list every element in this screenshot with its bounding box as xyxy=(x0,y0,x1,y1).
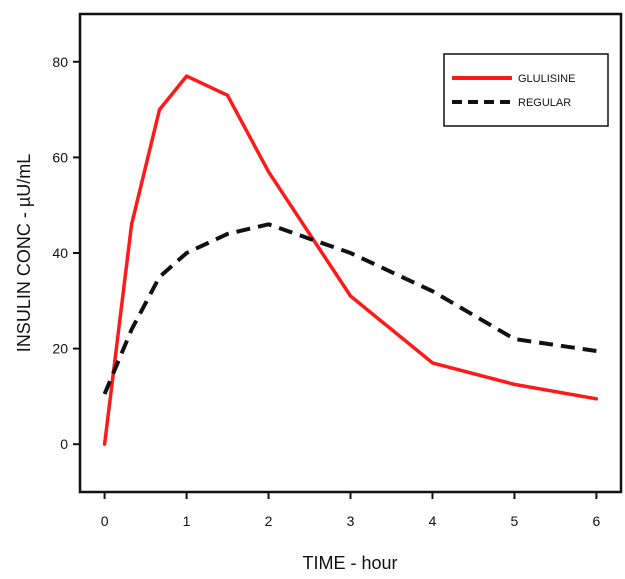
series-line-glulisine xyxy=(102,74,599,446)
legend-label-regular: REGULAR xyxy=(518,97,571,109)
y-tick-label: 20 xyxy=(52,341,68,357)
x-tick-label: 1 xyxy=(183,513,191,529)
x-axis-title: TIME - hour xyxy=(302,553,397,573)
x-tick-label: 4 xyxy=(429,513,437,529)
y-axis-title: INSULIN CONC - µU/mL xyxy=(14,154,34,352)
y-tick-label: 40 xyxy=(52,245,68,261)
series-line-regular xyxy=(102,222,597,395)
y-axis: 0 20 40 60 80 xyxy=(52,54,80,452)
x-tick-label: 3 xyxy=(347,513,355,529)
x-tick-label: 5 xyxy=(511,513,519,529)
x-tick-label: 0 xyxy=(101,513,109,529)
legend-box xyxy=(443,53,609,127)
y-tick-label: 80 xyxy=(52,54,68,70)
y-tick-label: 60 xyxy=(52,149,68,165)
legend-label-glulisine: GLULISINE xyxy=(518,73,575,85)
y-tick-label: 0 xyxy=(60,436,68,452)
x-tick-label: 2 xyxy=(265,513,273,529)
legend: GLULISINE REGULAR xyxy=(443,53,609,127)
x-axis: 0 1 2 3 4 5 6 xyxy=(101,492,601,529)
x-tick-label: 6 xyxy=(593,513,601,529)
series-lines xyxy=(102,74,599,446)
